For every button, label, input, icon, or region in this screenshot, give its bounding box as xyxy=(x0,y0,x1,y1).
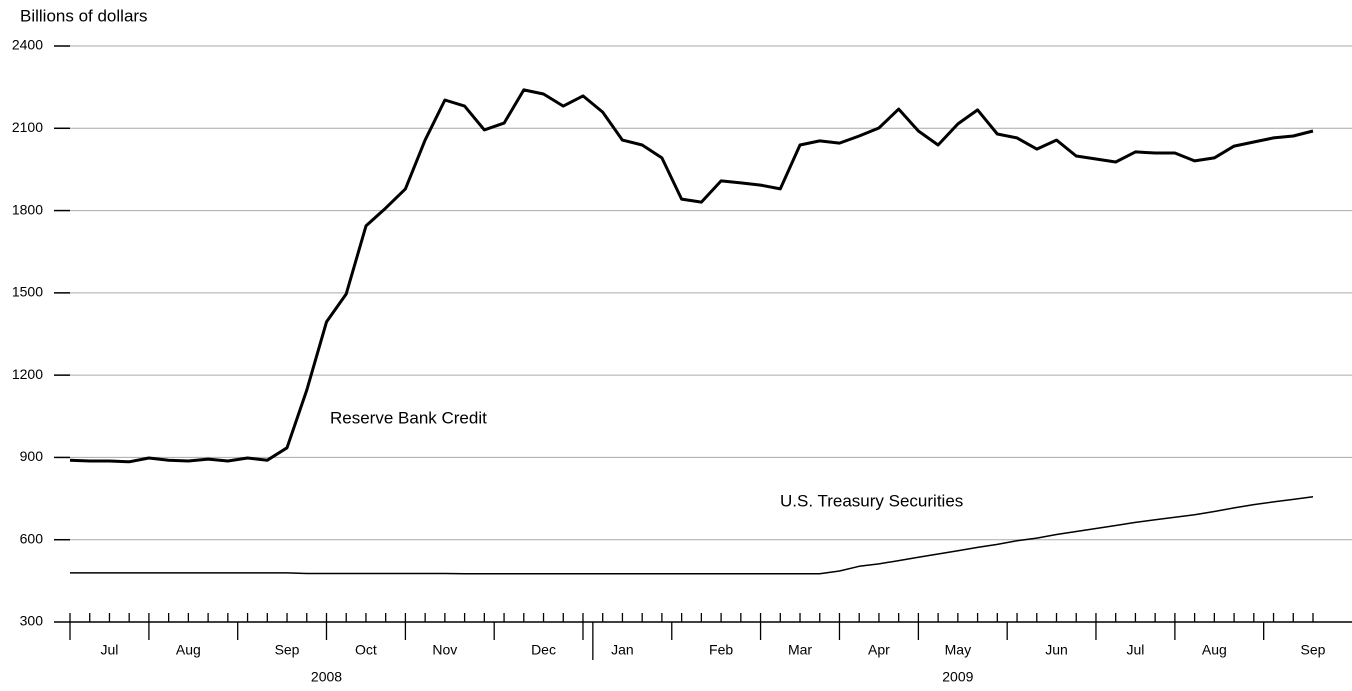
series-line xyxy=(69,88,1314,464)
series-line xyxy=(70,495,1314,575)
y-axis-label: Billions of dollars xyxy=(20,6,148,25)
y-tick-label: 2100 xyxy=(12,119,43,135)
x-tick-label: Apr xyxy=(868,642,890,658)
x-tick-label: Oct xyxy=(355,642,377,658)
x-tick-label: Jan xyxy=(611,642,634,658)
y-tick-label: 1800 xyxy=(12,201,43,217)
y-tick-label: 600 xyxy=(20,530,44,546)
x-tick-label: Nov xyxy=(432,642,457,658)
series-label: Reserve Bank Credit xyxy=(330,408,487,427)
year-label: 2009 xyxy=(942,669,973,685)
x-tick-label: Aug xyxy=(1202,642,1227,658)
series-label: U.S. Treasury Securities xyxy=(780,491,963,510)
x-tick-label: May xyxy=(945,642,971,658)
year-label: 2008 xyxy=(311,669,342,685)
x-tick-label: Mar xyxy=(788,642,812,658)
y-tick-label: 1200 xyxy=(12,366,43,382)
x-tick-label: Aug xyxy=(176,642,201,658)
x-tick-label: Jul xyxy=(1126,642,1144,658)
x-tick-label: Sep xyxy=(275,642,300,658)
y-tick-label: 1500 xyxy=(12,284,43,300)
x-tick-label: Sep xyxy=(1301,642,1326,658)
y-tick-label: 900 xyxy=(20,448,44,464)
x-tick-label: Jun xyxy=(1045,642,1068,658)
y-tick-label: 2400 xyxy=(12,37,43,53)
y-tick-label: 300 xyxy=(20,613,44,629)
x-tick-label: Jul xyxy=(101,642,119,658)
x-tick-label: Dec xyxy=(531,642,556,658)
x-tick-label: Feb xyxy=(709,642,733,658)
